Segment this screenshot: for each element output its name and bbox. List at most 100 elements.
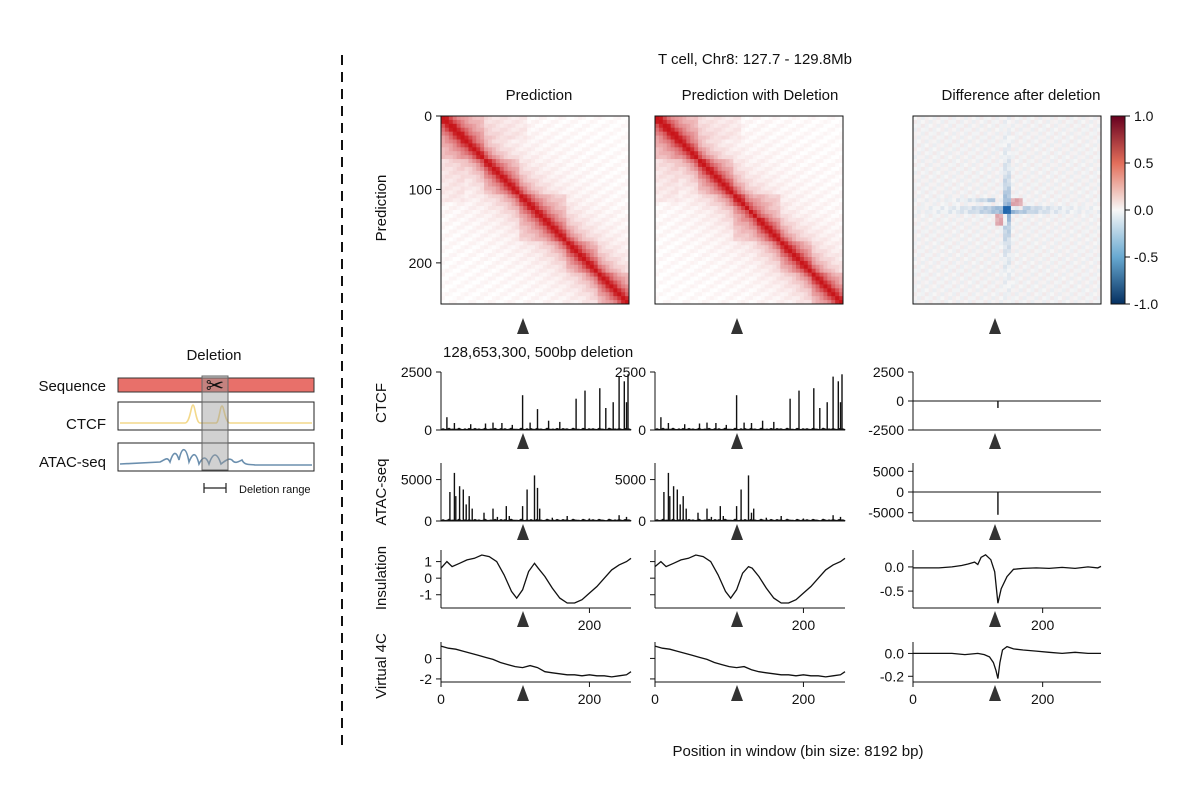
heatmap-cell bbox=[694, 241, 699, 246]
heatmap-cell bbox=[585, 229, 591, 234]
heatmap-cell bbox=[670, 151, 676, 156]
heatmap-cell bbox=[839, 268, 844, 274]
heatmap-cell bbox=[550, 241, 556, 246]
heatmap-cell bbox=[827, 264, 832, 270]
heatmap-cell bbox=[666, 288, 672, 293]
heatmap-cell bbox=[625, 284, 630, 289]
heatmap-cell bbox=[441, 276, 446, 281]
heatmap-cell bbox=[756, 147, 762, 152]
heatmap-cell bbox=[924, 131, 930, 137]
heatmap-cell bbox=[952, 131, 957, 137]
heatmap-cell bbox=[609, 237, 614, 242]
heatmap-cell bbox=[827, 159, 832, 164]
heatmap-cell bbox=[666, 276, 672, 281]
sequence-track bbox=[117, 377, 315, 393]
heatmap-cell bbox=[511, 131, 516, 137]
heatmap-cell bbox=[741, 190, 746, 195]
heatmap-cell bbox=[531, 178, 536, 184]
heatmap-cell bbox=[613, 296, 618, 301]
heatmap-cell bbox=[491, 217, 497, 223]
heatmap-cell bbox=[784, 159, 789, 164]
heatmap-cell bbox=[1097, 119, 1102, 125]
heatmap-cell bbox=[535, 272, 540, 278]
heatmap-cell bbox=[721, 229, 726, 234]
heatmap-cell bbox=[507, 292, 512, 297]
heatmap-cell bbox=[799, 225, 805, 231]
heatmap-cell bbox=[480, 163, 485, 168]
heatmap-cell bbox=[815, 151, 820, 156]
heatmap-cell bbox=[835, 221, 840, 227]
heatmap-cell bbox=[776, 260, 781, 266]
heatmap-cell bbox=[698, 292, 703, 297]
heatmap-cell bbox=[780, 123, 785, 129]
heatmap-cell bbox=[480, 241, 485, 246]
heatmap-cell bbox=[531, 166, 536, 172]
heatmap-cell bbox=[578, 174, 583, 180]
heatmap-cell bbox=[807, 225, 813, 231]
heatmap-cell bbox=[784, 206, 789, 211]
heatmap-cell bbox=[531, 127, 536, 133]
heatmap-cell bbox=[737, 217, 742, 223]
heatmap-cell bbox=[476, 206, 481, 211]
heatmap-cell bbox=[737, 202, 742, 207]
heatmap-cell bbox=[613, 143, 618, 148]
heatmap-cell bbox=[1014, 116, 1020, 121]
heatmap-cell bbox=[495, 225, 501, 231]
heatmap-cell bbox=[605, 170, 610, 176]
heatmap-cell bbox=[694, 260, 699, 266]
heatmap-cell bbox=[749, 151, 754, 156]
heatmap-cell bbox=[527, 135, 532, 140]
heatmap-cell bbox=[574, 296, 579, 301]
heatmap-cell bbox=[480, 288, 485, 293]
heatmap-cell bbox=[749, 178, 754, 184]
heatmap-cell bbox=[562, 147, 567, 152]
heatmap-cell bbox=[674, 170, 679, 176]
heatmap-cell bbox=[538, 272, 544, 278]
heatmap-cell bbox=[694, 288, 699, 293]
heatmap-cell bbox=[617, 202, 622, 207]
heatmap-cell bbox=[613, 135, 618, 140]
heatmap-cell bbox=[570, 116, 575, 121]
heatmap-cell bbox=[507, 159, 512, 164]
heatmap-cell bbox=[788, 123, 793, 129]
heatmap-cell bbox=[538, 143, 544, 148]
heatmap-cell bbox=[705, 288, 711, 293]
heatmap-cell bbox=[542, 288, 548, 293]
heatmap-cell bbox=[452, 249, 458, 254]
heatmap-cell bbox=[831, 159, 836, 164]
heatmap-cell bbox=[749, 163, 754, 168]
heatmap-cell bbox=[468, 257, 473, 262]
heatmap-cell bbox=[807, 229, 813, 234]
heatmap-cell bbox=[484, 260, 489, 266]
heatmap-cell bbox=[760, 237, 766, 242]
heatmap-cell bbox=[776, 190, 781, 195]
heatmap-cell bbox=[452, 202, 458, 207]
heatmap-cell bbox=[503, 186, 509, 191]
heatmap-cell bbox=[792, 276, 797, 281]
heatmap-cell bbox=[503, 155, 509, 160]
heatmap-cell bbox=[721, 300, 726, 305]
heatmap-cell bbox=[511, 300, 516, 305]
heatmap-cell bbox=[589, 276, 595, 281]
heatmap-cell bbox=[764, 116, 770, 121]
heatmap-cell bbox=[480, 296, 485, 301]
heatmap-cell bbox=[796, 229, 801, 234]
heatmap-cell bbox=[589, 206, 595, 211]
heatmap-cell bbox=[807, 135, 813, 140]
heatmap-cell bbox=[491, 249, 497, 254]
heatmap-cell bbox=[460, 210, 465, 215]
heatmap-cell bbox=[621, 127, 626, 133]
heatmap-cell bbox=[784, 174, 789, 180]
heatmap-cell bbox=[682, 257, 687, 262]
heatmap-cell bbox=[554, 213, 559, 219]
heatmap-cell bbox=[511, 186, 516, 191]
heatmap-cell bbox=[682, 217, 687, 223]
heatmap-cell bbox=[499, 155, 505, 160]
heatmap-cell bbox=[811, 264, 817, 270]
heatmap-cell bbox=[831, 268, 836, 274]
heatmap-cell bbox=[609, 276, 614, 281]
heatmap-cell bbox=[468, 202, 473, 207]
heatmap-cell bbox=[535, 268, 540, 274]
heatmap-cell bbox=[621, 178, 626, 184]
heatmap-cell bbox=[713, 233, 719, 238]
